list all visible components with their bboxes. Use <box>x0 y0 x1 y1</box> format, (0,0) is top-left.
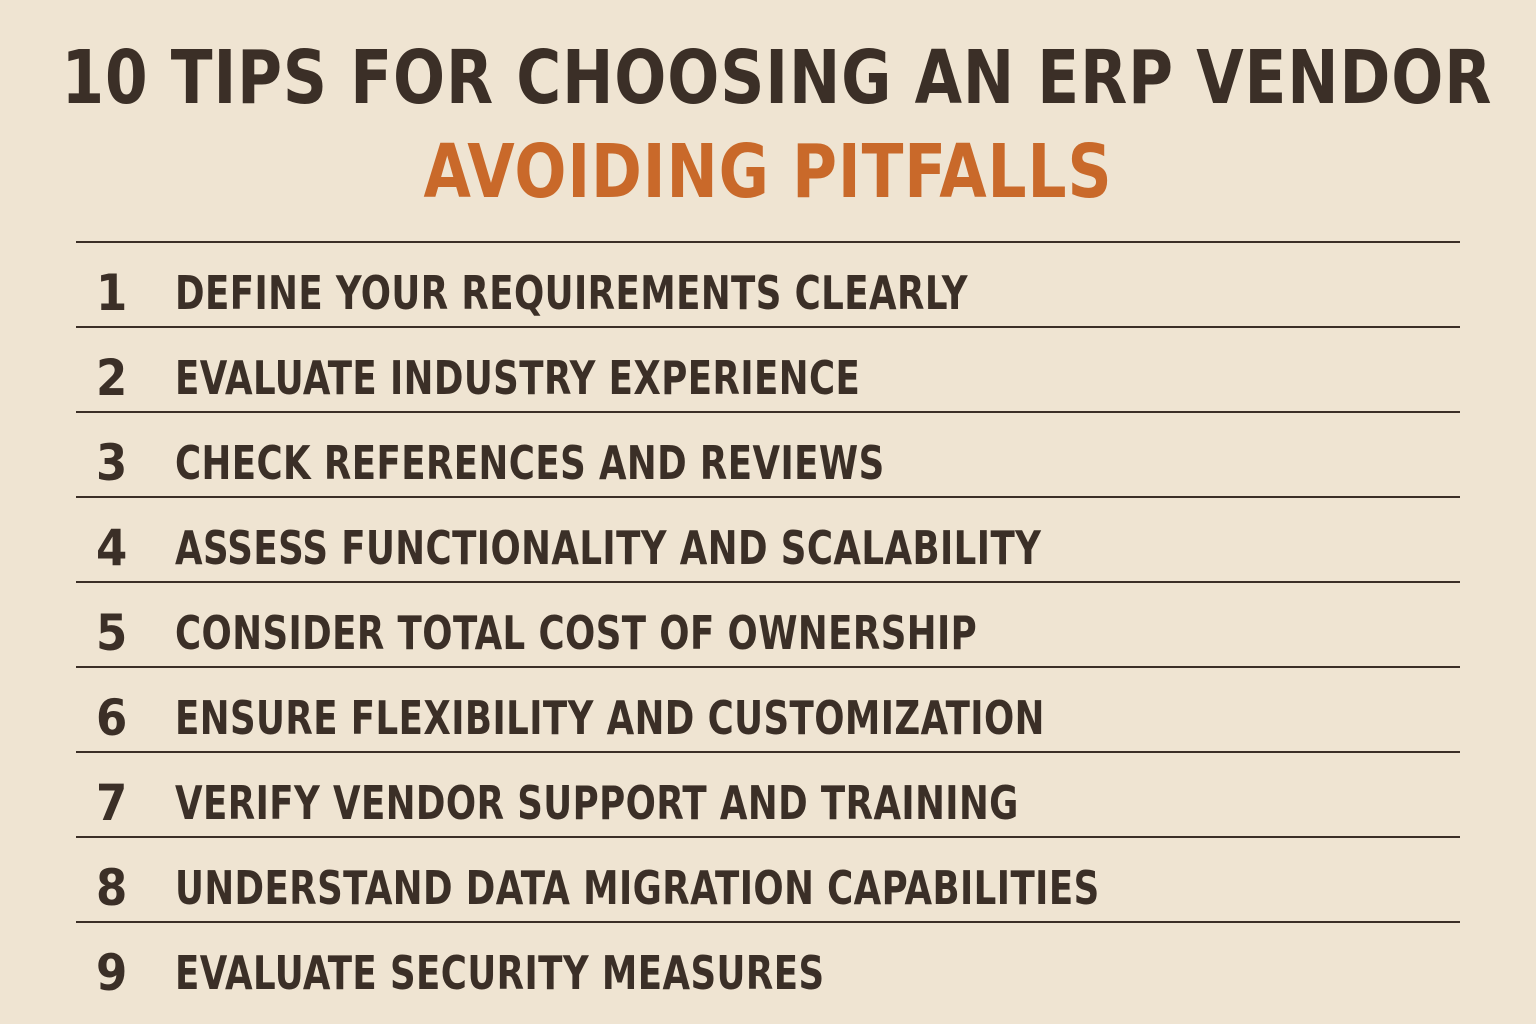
tip-text: ENSURE FLEXIBILITY AND CUSTOMIZATION <box>175 691 1045 745</box>
tip-number: 3 <box>96 434 128 492</box>
tip-text: CHECK REFERENCES AND REVIEWS <box>175 436 885 490</box>
tip-text: DEFINE YOUR REQUIREMENTS CLEARLY <box>175 266 968 320</box>
tip-text: UNDERSTAND DATA MIGRATION CAPABILITIES <box>175 861 1100 915</box>
tip-row-2: 2 EVALUATE INDUSTRY EXPERIENCE <box>76 328 1460 413</box>
tip-number: 5 <box>96 604 128 662</box>
tip-row-6: 6 ENSURE FLEXIBILITY AND CUSTOMIZATION <box>76 668 1460 753</box>
tip-row-4: 4 ASSESS FUNCTIONALITY AND SCALABILITY <box>76 498 1460 583</box>
page-title: 10 TIPS FOR CHOOSING AN ERP VENDOR <box>61 35 1493 121</box>
tip-number: 8 <box>96 859 128 917</box>
tip-text: VERIFY VENDOR SUPPORT AND TRAINING <box>175 776 1019 830</box>
tip-row-7: 7 VERIFY VENDOR SUPPORT AND TRAINING <box>76 753 1460 838</box>
tip-number: 1 <box>96 264 128 322</box>
tip-row-1: 1 DEFINE YOUR REQUIREMENTS CLEARLY <box>76 243 1460 328</box>
tip-row-3: 3 CHECK REFERENCES AND REVIEWS <box>76 413 1460 498</box>
page-subtitle: AVOIDING PITFALLS <box>423 129 1113 215</box>
tip-number: 2 <box>96 349 128 407</box>
tip-number: 7 <box>96 774 128 832</box>
tip-row-5: 5 CONSIDER TOTAL COST OF OWNERSHIP <box>76 583 1460 668</box>
tips-list: 1 DEFINE YOUR REQUIREMENTS CLEARLY 2 EVA… <box>76 241 1460 1006</box>
tip-text: ASSESS FUNCTIONALITY AND SCALABILITY <box>175 521 1042 575</box>
tip-number: 9 <box>96 944 128 1002</box>
tip-text: EVALUATE INDUSTRY EXPERIENCE <box>175 351 861 405</box>
tip-text: EVALUATE SECURITY MEASURES <box>175 946 825 1000</box>
tip-row-9: 9 EVALUATE SECURITY MEASURES <box>76 923 1460 1006</box>
tip-text: CONSIDER TOTAL COST OF OWNERSHIP <box>175 606 978 660</box>
tip-number: 6 <box>96 689 128 747</box>
tip-row-8: 8 UNDERSTAND DATA MIGRATION CAPABILITIES <box>76 838 1460 923</box>
tip-number: 4 <box>96 519 128 577</box>
